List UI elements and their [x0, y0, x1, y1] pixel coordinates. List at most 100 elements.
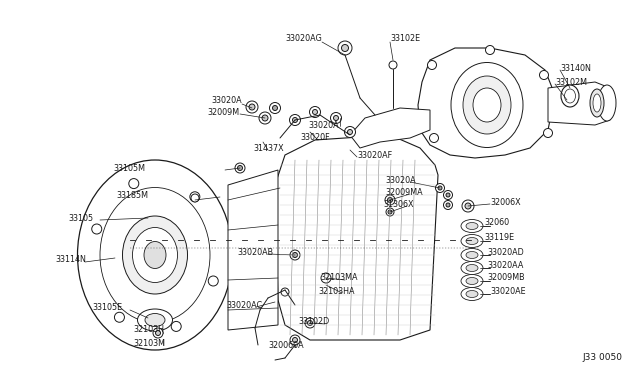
Text: J33 0050: J33 0050 — [582, 353, 622, 362]
Ellipse shape — [561, 85, 579, 107]
Circle shape — [249, 104, 255, 110]
Text: 33020AG: 33020AG — [285, 33, 322, 42]
Text: 31306X: 31306X — [383, 199, 413, 208]
Text: 33185M: 33185M — [116, 190, 148, 199]
Circle shape — [465, 203, 471, 209]
Text: 32103MA: 32103MA — [320, 273, 358, 282]
Text: 33102E: 33102E — [390, 33, 420, 42]
Circle shape — [428, 61, 436, 70]
Polygon shape — [548, 82, 612, 125]
Text: 32060: 32060 — [484, 218, 509, 227]
Text: 33020AD: 33020AD — [487, 247, 524, 257]
Text: 33020A: 33020A — [308, 121, 339, 129]
Ellipse shape — [461, 262, 483, 275]
Circle shape — [92, 224, 102, 234]
Text: 32006X: 32006X — [490, 198, 520, 206]
Circle shape — [172, 321, 181, 331]
Text: 33102D: 33102D — [298, 317, 329, 327]
Circle shape — [435, 183, 445, 192]
Circle shape — [237, 166, 243, 170]
Ellipse shape — [466, 278, 478, 285]
Ellipse shape — [466, 251, 478, 259]
Ellipse shape — [466, 237, 478, 244]
Ellipse shape — [461, 234, 483, 247]
Circle shape — [292, 253, 298, 257]
Polygon shape — [418, 48, 555, 158]
Text: 33020AE: 33020AE — [490, 286, 525, 295]
Text: 33105: 33105 — [68, 214, 93, 222]
Circle shape — [292, 118, 298, 122]
Circle shape — [385, 195, 395, 205]
Circle shape — [387, 198, 392, 202]
Circle shape — [540, 71, 548, 80]
Circle shape — [389, 61, 397, 69]
Polygon shape — [350, 108, 430, 148]
Ellipse shape — [466, 291, 478, 298]
Ellipse shape — [564, 89, 575, 103]
Text: 33114N: 33114N — [55, 256, 86, 264]
Ellipse shape — [463, 76, 511, 134]
Ellipse shape — [144, 241, 166, 269]
Circle shape — [262, 115, 268, 121]
Circle shape — [348, 129, 353, 135]
Ellipse shape — [138, 309, 173, 331]
Text: 32103M: 32103M — [133, 339, 165, 347]
Text: 33020A: 33020A — [385, 176, 415, 185]
Circle shape — [307, 321, 312, 326]
Circle shape — [388, 210, 392, 214]
Circle shape — [342, 45, 349, 51]
Circle shape — [208, 276, 218, 286]
Circle shape — [312, 109, 317, 115]
Text: 33020F: 33020F — [300, 132, 330, 141]
Circle shape — [543, 128, 552, 138]
Text: 33020AA: 33020AA — [487, 260, 524, 269]
Circle shape — [338, 41, 352, 55]
Ellipse shape — [473, 88, 501, 122]
Text: 32103HA: 32103HA — [318, 286, 355, 295]
Circle shape — [444, 190, 452, 199]
Circle shape — [289, 115, 301, 125]
Text: 33119E: 33119E — [484, 232, 514, 241]
Text: 32009MB: 32009MB — [487, 273, 525, 282]
Ellipse shape — [598, 85, 616, 121]
Circle shape — [446, 193, 450, 197]
Circle shape — [386, 208, 394, 216]
Text: 33020A: 33020A — [211, 96, 242, 105]
Polygon shape — [275, 135, 438, 340]
Text: 33105M: 33105M — [113, 164, 145, 173]
Circle shape — [429, 134, 438, 142]
Text: 33105E: 33105E — [92, 304, 122, 312]
Ellipse shape — [590, 89, 604, 117]
Text: 320060A: 320060A — [268, 340, 303, 350]
Circle shape — [153, 328, 163, 338]
Circle shape — [444, 201, 452, 209]
Circle shape — [446, 203, 450, 207]
Circle shape — [259, 112, 271, 124]
Ellipse shape — [461, 275, 483, 288]
Ellipse shape — [461, 288, 483, 301]
Ellipse shape — [100, 187, 210, 323]
Circle shape — [115, 312, 124, 322]
Circle shape — [321, 273, 331, 283]
Circle shape — [292, 337, 298, 343]
Text: 33102M: 33102M — [555, 77, 587, 87]
Text: 33020AF: 33020AF — [357, 151, 392, 160]
Ellipse shape — [145, 314, 165, 327]
Text: 33020AC: 33020AC — [226, 301, 262, 310]
Circle shape — [281, 288, 289, 296]
Ellipse shape — [461, 248, 483, 262]
Circle shape — [486, 45, 495, 55]
Ellipse shape — [451, 62, 523, 148]
Circle shape — [156, 330, 161, 336]
Circle shape — [310, 106, 321, 118]
Circle shape — [235, 163, 245, 173]
Ellipse shape — [593, 94, 601, 112]
Circle shape — [273, 106, 278, 110]
Circle shape — [462, 200, 474, 212]
Circle shape — [305, 318, 315, 328]
Circle shape — [190, 192, 200, 202]
Polygon shape — [228, 170, 278, 330]
Text: 33020AB: 33020AB — [237, 247, 273, 257]
Ellipse shape — [132, 228, 177, 282]
Ellipse shape — [461, 219, 483, 232]
